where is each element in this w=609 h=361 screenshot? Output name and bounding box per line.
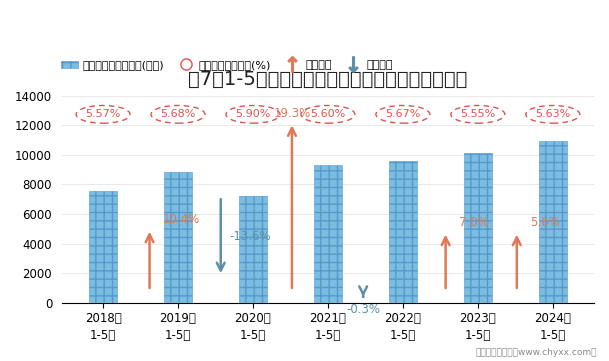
Text: 7.0%: 7.0% <box>459 216 489 229</box>
Bar <box>389 161 417 303</box>
Text: -13.6%: -13.6% <box>230 230 272 243</box>
Text: 5.67%: 5.67% <box>385 109 421 119</box>
Bar <box>89 191 118 303</box>
Bar <box>538 141 567 303</box>
Text: 10.4%: 10.4% <box>163 213 200 226</box>
Legend: 社会消费品零售总额(亿元), 河南省占全国比重(%), 同比增加, 同比减少: 社会消费品零售总额(亿元), 河南省占全国比重(%), 同比增加, 同比减少 <box>57 56 397 75</box>
Text: 5.6%: 5.6% <box>530 216 560 229</box>
Text: 5.60%: 5.60% <box>311 109 345 119</box>
Title: 近7年1-5月河南省累计社会消费品零售总额统计图: 近7年1-5月河南省累计社会消费品零售总额统计图 <box>188 70 468 89</box>
Bar <box>314 165 342 303</box>
Bar <box>463 153 492 303</box>
Text: 5.63%: 5.63% <box>535 109 571 119</box>
Text: 5.57%: 5.57% <box>85 109 121 119</box>
Text: -0.3%: -0.3% <box>346 303 380 316</box>
Text: 制图：智研咨询（www.chyxx.com）: 制图：智研咨询（www.chyxx.com） <box>475 348 597 357</box>
Text: 19.3%: 19.3% <box>273 106 311 119</box>
Text: 5.68%: 5.68% <box>160 109 195 119</box>
Text: 5.55%: 5.55% <box>460 109 496 119</box>
Bar <box>164 172 192 303</box>
Text: 5.90%: 5.90% <box>235 109 270 119</box>
Bar <box>239 196 267 303</box>
